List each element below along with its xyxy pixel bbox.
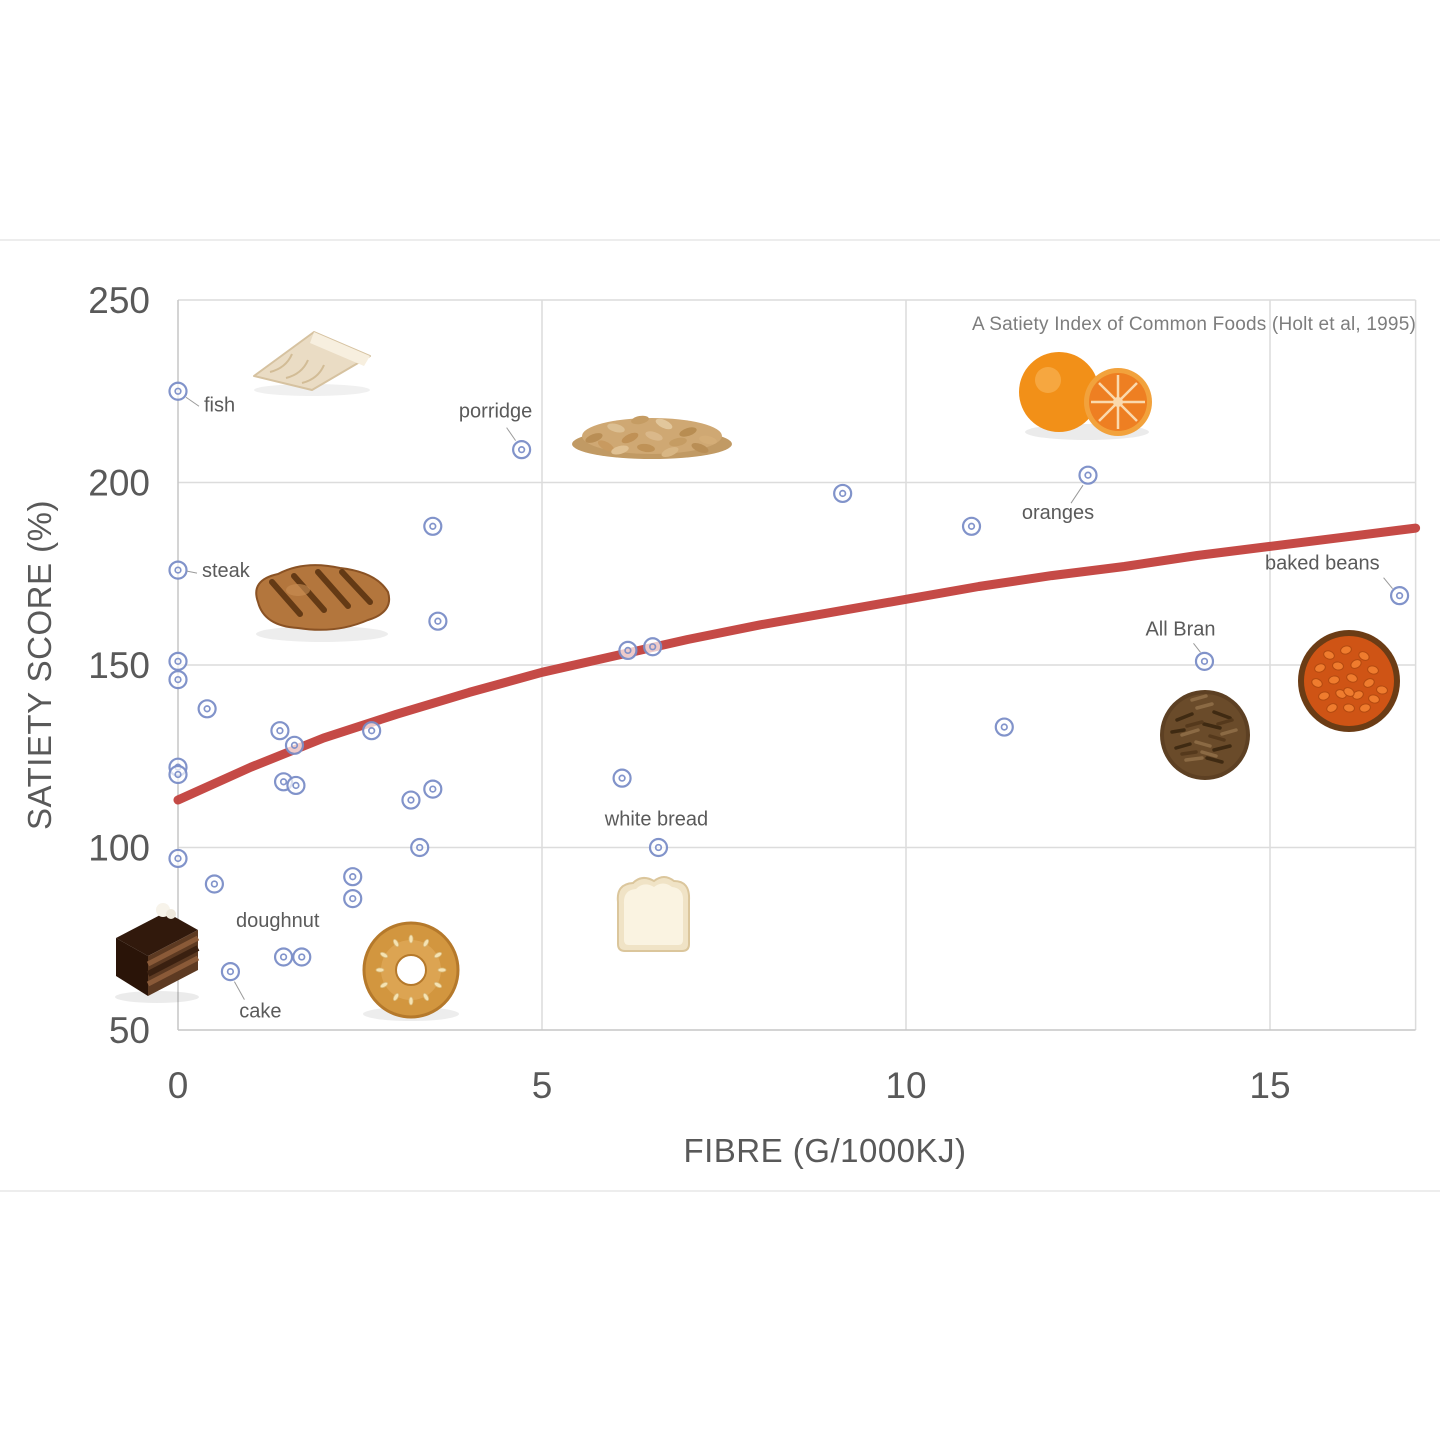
food-label-oranges: oranges bbox=[1022, 502, 1094, 524]
label-leader-line bbox=[185, 396, 200, 407]
image-bottom-edge bbox=[0, 1190, 1440, 1192]
y-tick-50: 50 bbox=[109, 1010, 150, 1051]
y-tick-100: 100 bbox=[88, 828, 150, 869]
data-point-steak: steak bbox=[168, 560, 251, 582]
food-label-fish: fish bbox=[204, 394, 235, 416]
data-point-porridge: porridge bbox=[459, 401, 532, 460]
food-label-steak: steak bbox=[202, 560, 251, 582]
food-image-steak bbox=[255, 564, 390, 642]
data-point-cake: cake bbox=[220, 961, 282, 1023]
data-point bbox=[612, 768, 632, 788]
data-point bbox=[343, 888, 363, 909]
y-tick-200: 200 bbox=[88, 463, 150, 504]
data-point bbox=[197, 699, 217, 719]
food-label-cake: cake bbox=[239, 1001, 281, 1023]
data-point-fish: fish bbox=[168, 381, 235, 416]
data-point bbox=[618, 640, 638, 661]
data-point bbox=[410, 837, 430, 858]
food-label-porridge: porridge bbox=[459, 401, 532, 423]
food-image-fish bbox=[253, 331, 371, 396]
data-point bbox=[428, 611, 448, 631]
data-point-white-bread: white bread bbox=[604, 809, 708, 858]
trend-line bbox=[173, 523, 1421, 805]
data-point-baked-beans: baked beans bbox=[1265, 553, 1410, 606]
food-image-oranges bbox=[1019, 352, 1152, 440]
label-leader-line bbox=[506, 427, 517, 441]
food-image-all-bran bbox=[1160, 690, 1250, 780]
label-leader-line bbox=[1383, 577, 1393, 589]
food-label-baked-beans: baked beans bbox=[1265, 553, 1380, 575]
food-label-all-bran: All Bran bbox=[1145, 618, 1215, 640]
food-label-white-bread: white bread bbox=[604, 809, 708, 831]
data-point bbox=[204, 874, 224, 894]
food-image-cake bbox=[115, 903, 200, 1003]
label-leader-line bbox=[1070, 484, 1084, 504]
label-leader-line bbox=[1193, 643, 1201, 653]
y-tick-250: 250 bbox=[88, 280, 150, 321]
data-point bbox=[168, 669, 188, 690]
food-image-baked-beans bbox=[1298, 630, 1400, 732]
label-leader-line bbox=[233, 981, 245, 1000]
food-image-doughnut bbox=[362, 921, 460, 1021]
data-point bbox=[286, 775, 306, 796]
data-point bbox=[168, 848, 188, 869]
image-top-edge bbox=[0, 239, 1440, 241]
data-point bbox=[994, 717, 1014, 737]
x-tick-5: 5 bbox=[532, 1065, 553, 1106]
data-point bbox=[168, 651, 188, 671]
data-point bbox=[273, 947, 294, 967]
data-point-doughnut: doughnut bbox=[236, 910, 320, 967]
food-image-porridge bbox=[572, 415, 732, 459]
data-point bbox=[643, 637, 663, 657]
data-point bbox=[270, 721, 290, 741]
chart-title: A Satiety Index of Common Foods (Holt et… bbox=[971, 314, 1416, 335]
data-point bbox=[362, 721, 382, 741]
data-point bbox=[401, 790, 421, 810]
data-point bbox=[284, 735, 305, 755]
x-tick-0: 0 bbox=[168, 1065, 189, 1106]
x-axis-title: FIBRE (G/1000KJ) bbox=[683, 1132, 967, 1169]
x-tick-10: 10 bbox=[885, 1065, 926, 1106]
data-point bbox=[423, 779, 443, 799]
y-tick-150: 150 bbox=[88, 645, 150, 686]
data-point-all-bran: All Bran bbox=[1145, 618, 1215, 671]
data-point bbox=[833, 483, 853, 504]
food-label-doughnut: doughnut bbox=[236, 910, 320, 932]
data-point bbox=[168, 764, 188, 785]
data-point bbox=[343, 867, 363, 887]
data-point bbox=[961, 516, 982, 536]
x-tick-15: 15 bbox=[1249, 1065, 1290, 1106]
label-leader-line bbox=[186, 570, 198, 574]
food-image-white-bread bbox=[616, 876, 691, 952]
data-point bbox=[423, 516, 443, 536]
data-point-oranges: oranges bbox=[1022, 465, 1098, 524]
